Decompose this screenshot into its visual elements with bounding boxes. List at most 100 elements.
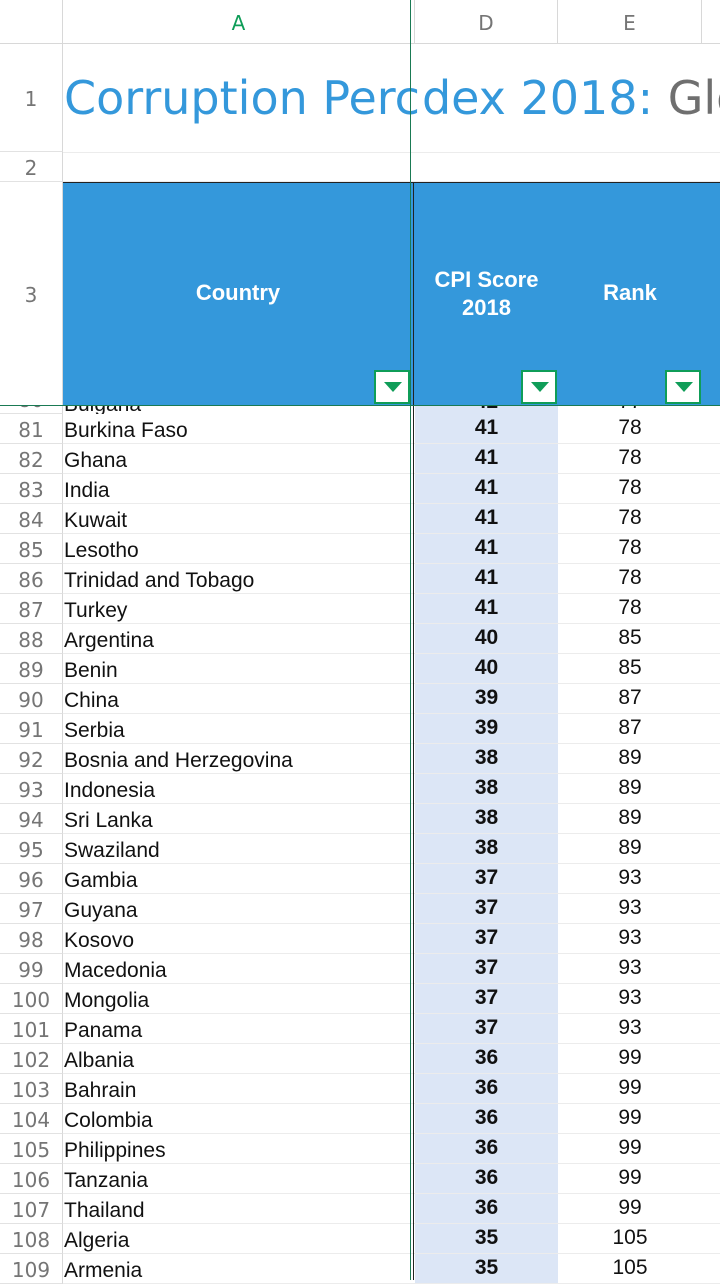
country-cell[interactable]: Serbia [64,719,125,742]
row-number[interactable]: 88 [0,624,63,654]
country-cell[interactable]: Guyana [64,899,138,922]
table-row[interactable]: 82 Ghana 41 78 [0,444,720,474]
table-row[interactable]: 85 Lesotho 41 78 [0,534,720,564]
score-cell[interactable]: 39 [415,714,558,744]
country-cell[interactable]: Armenia [64,1259,143,1282]
country-cell[interactable]: Philippines [64,1139,166,1162]
score-cell[interactable]: 37 [415,954,558,984]
score-cell[interactable]: 38 [415,774,558,804]
table-row[interactable]: 103 Bahrain 36 99 [0,1074,720,1104]
country-cell[interactable]: Ghana [64,449,128,472]
score-cell[interactable]: 39 [415,684,558,714]
row-number[interactable]: 96 [0,864,63,894]
row-number[interactable]: 87 [0,594,63,624]
rank-cell[interactable]: 85 [618,656,642,679]
table-row[interactable]: 102 Albania 36 99 [0,1044,720,1074]
score-cell[interactable]: 36 [415,1194,558,1224]
score-cell[interactable]: 41 [415,534,558,564]
table-row[interactable]: 107 Thailand 36 99 [0,1194,720,1224]
rank-cell[interactable]: 78 [618,596,642,619]
country-cell[interactable]: Colombia [64,1109,153,1132]
table-row[interactable]: 91 Serbia 39 87 [0,714,720,744]
country-cell[interactable]: Indonesia [64,779,156,802]
table-row[interactable]: 106 Tanzania 36 99 [0,1164,720,1194]
score-cell[interactable]: 41 [415,444,558,474]
country-cell[interactable]: Turkey [64,599,128,622]
table-row[interactable]: 98 Kosovo 37 93 [0,924,720,954]
row-number[interactable]: 99 [0,954,63,984]
table-row[interactable]: 104 Colombia 36 99 [0,1104,720,1134]
score-cell[interactable]: 42 [415,406,558,414]
rank-cell[interactable]: 89 [618,746,642,769]
rank-cell[interactable]: 89 [618,806,642,829]
rank-cell[interactable]: 99 [618,1106,642,1129]
country-cell[interactable]: Burkina Faso [64,419,188,442]
table-row[interactable]: 105 Philippines 36 99 [0,1134,720,1164]
table-row[interactable]: 108 Algeria 35 105 [0,1224,720,1254]
country-cell[interactable]: Bahrain [64,1079,137,1102]
score-cell[interactable]: 38 [415,834,558,864]
row-number[interactable]: 105 [0,1134,63,1164]
rank-cell[interactable]: 78 [618,506,642,529]
country-cell[interactable]: Kosovo [64,929,135,952]
score-cell[interactable]: 35 [415,1254,558,1284]
column-header-d[interactable]: D [415,0,558,44]
score-cell[interactable]: 36 [415,1044,558,1074]
row-number[interactable]: 103 [0,1074,63,1104]
score-cell[interactable]: 37 [415,894,558,924]
table-row[interactable]: 100 Mongolia 37 93 [0,984,720,1014]
table-row[interactable]: 95 Swaziland 38 89 [0,834,720,864]
score-cell[interactable]: 37 [415,984,558,1014]
score-cell[interactable]: 40 [415,654,558,684]
row-number[interactable]: 84 [0,504,63,534]
rank-cell[interactable]: 87 [618,686,642,709]
rank-cell[interactable]: 89 [618,836,642,859]
score-cell[interactable]: 41 [415,564,558,594]
rank-cell[interactable]: 93 [618,1016,642,1039]
row-number[interactable]: 80 [0,406,63,414]
frozen-column-divider[interactable] [410,0,411,1280]
score-cell[interactable]: 40 [415,624,558,654]
score-cell[interactable]: 35 [415,1224,558,1254]
row-number[interactable]: 94 [0,804,63,834]
table-row[interactable]: 99 Macedonia 37 93 [0,954,720,984]
country-cell[interactable]: Panama [64,1019,143,1042]
column-header-a[interactable]: A [63,0,415,44]
rank-cell[interactable]: 78 [618,446,642,469]
country-cell[interactable]: Bosnia and Herzegovina [64,749,293,772]
rank-cell[interactable]: 77 [558,406,702,414]
sheet-title[interactable]: Corruption Percdex 2018: Glob [64,44,720,152]
rank-cell[interactable]: 89 [618,776,642,799]
corner-cell[interactable] [0,0,63,44]
table-row[interactable]: 97 Guyana 37 93 [0,894,720,924]
table-row[interactable]: 86 Trinidad and Tobago 41 78 [0,564,720,594]
score-cell[interactable]: 37 [415,924,558,954]
row-number[interactable]: 1 [0,44,63,152]
rank-cell[interactable]: 99 [618,1076,642,1099]
column-header-f[interactable] [702,0,720,44]
rank-cell[interactable]: 85 [618,626,642,649]
score-cell[interactable]: 37 [415,1014,558,1044]
row-number[interactable]: 81 [0,414,63,444]
rank-cell[interactable]: 99 [618,1166,642,1189]
header-country[interactable]: Country [195,280,281,305]
row-number[interactable]: 100 [0,984,63,1014]
country-cell[interactable]: Bulgaria [64,406,410,414]
row-number[interactable]: 95 [0,834,63,864]
country-cell[interactable]: Gambia [64,869,138,892]
score-cell[interactable]: 41 [415,504,558,534]
country-cell[interactable]: Thailand [64,1199,145,1222]
header-cpi-score[interactable]: CPI Score 2018 [415,266,558,322]
score-cell[interactable]: 41 [415,414,558,444]
rank-cell[interactable]: 93 [618,896,642,919]
country-cell[interactable]: Trinidad and Tobago [64,569,255,592]
table-row[interactable]: 96 Gambia 37 93 [0,864,720,894]
frozen-row-divider[interactable] [0,405,720,406]
score-cell[interactable]: 36 [415,1164,558,1194]
row-number[interactable]: 106 [0,1164,63,1194]
row-number[interactable]: 83 [0,474,63,504]
country-cell[interactable]: India [64,479,110,502]
rank-cell[interactable]: 93 [618,986,642,1009]
rank-cell[interactable]: 78 [618,476,642,499]
table-row[interactable]: 94 Sri Lanka 38 89 [0,804,720,834]
